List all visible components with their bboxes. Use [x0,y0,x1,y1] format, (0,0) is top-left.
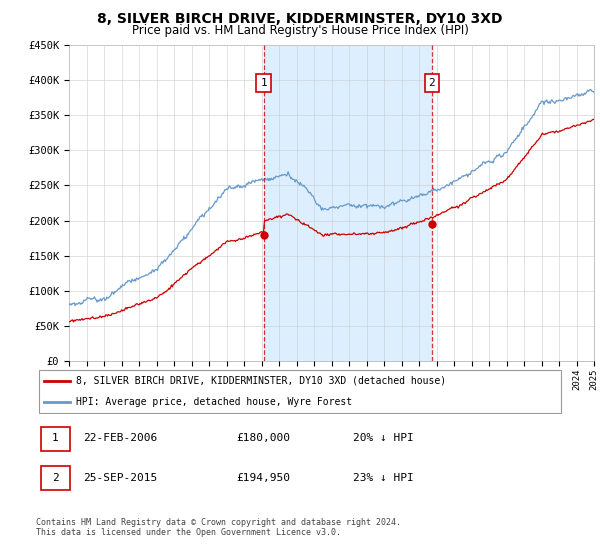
Text: 1: 1 [260,78,267,88]
Text: 2: 2 [52,473,59,483]
Text: 1: 1 [52,433,59,444]
Text: 2: 2 [428,78,435,88]
Text: 22-FEB-2006: 22-FEB-2006 [83,433,158,444]
Bar [263,45,432,361]
Text: 25-SEP-2015: 25-SEP-2015 [83,473,158,483]
Text: 8, SILVER BIRCH DRIVE, KIDDERMINSTER, DY10 3XD (detached house): 8, SILVER BIRCH DRIVE, KIDDERMINSTER, DY… [76,376,446,386]
Text: Contains HM Land Registry data © Crown copyright and database right 2024.
This d: Contains HM Land Registry data © Crown c… [36,518,401,538]
Text: 8, SILVER BIRCH DRIVE, KIDDERMINSTER, DY10 3XD: 8, SILVER BIRCH DRIVE, KIDDERMINSTER, DY… [97,12,503,26]
FancyBboxPatch shape [41,427,70,451]
Text: HPI: Average price, detached house, Wyre Forest: HPI: Average price, detached house, Wyre… [76,397,352,407]
Text: 23% ↓ HPI: 23% ↓ HPI [353,473,413,483]
Text: £194,950: £194,950 [236,473,290,483]
Text: £180,000: £180,000 [236,433,290,444]
FancyBboxPatch shape [38,370,562,413]
FancyBboxPatch shape [41,466,70,491]
Text: 20% ↓ HPI: 20% ↓ HPI [353,433,413,444]
Text: Price paid vs. HM Land Registry's House Price Index (HPI): Price paid vs. HM Land Registry's House … [131,24,469,36]
